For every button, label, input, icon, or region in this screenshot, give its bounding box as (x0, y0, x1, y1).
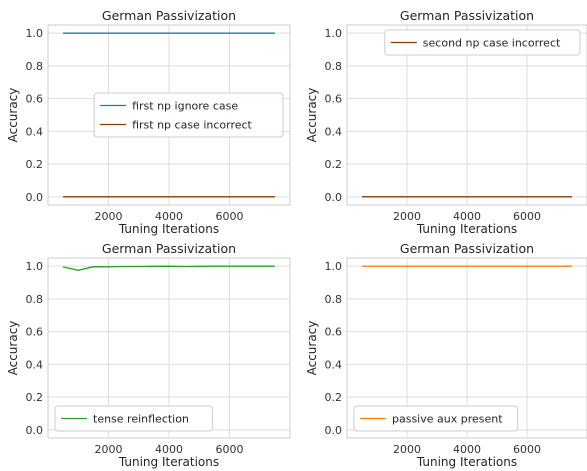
y-tick-label: 0.0 (26, 191, 44, 204)
x-axis-label: Tuning Iterations (416, 222, 517, 236)
y-tick-label: 1.0 (26, 27, 44, 40)
y-tick-label: 0.2 (325, 158, 343, 171)
legend: first np ignore case first np case incorr… (93, 92, 284, 138)
series-line-1 (62, 265, 275, 271)
subplot-1: 2000 4000 6000 0.0 0.2 0.4 0.6 0.8 1.0 German Pas… (6, 8, 291, 236)
subplot-4: 2000 4000 6000 0.0 0.2 0.4 0.6 0.8 1.0 German Pas… (305, 241, 587, 469)
chart-title: German Passivization (400, 8, 534, 23)
y-tick-label: 0.2 (26, 158, 44, 171)
legend-entry: first np ignore case (132, 100, 238, 113)
x-axis-label: Tuning Iterations (118, 222, 219, 236)
legend-entry: tense reinflection (93, 413, 189, 426)
y-tick-label: 0.4 (325, 125, 343, 138)
chart-title: German Passivization (102, 241, 236, 256)
x-axis-label: Tuning Iterations (416, 455, 517, 469)
y-axis-label: Accuracy (305, 88, 319, 143)
legend: passive aux present (353, 405, 519, 432)
legend-box (54, 405, 213, 432)
y-tick-label: 0.4 (325, 358, 343, 371)
legend-box (353, 405, 519, 432)
y-tick-label: 0.6 (325, 326, 343, 339)
legend-box (93, 92, 284, 138)
y-tick-label: 0.6 (325, 93, 343, 106)
y-tick-label: 0.4 (26, 358, 44, 371)
y-axis-label: Accuracy (305, 321, 319, 376)
legend-box (384, 29, 581, 56)
y-tick-label: 1.0 (325, 260, 343, 273)
chart-title: German Passivization (400, 241, 534, 256)
y-tick-label: 0.0 (325, 191, 343, 204)
axes-frame (346, 257, 587, 439)
x-axis-label: Tuning Iterations (118, 455, 219, 469)
y-tick-label: 0.8 (26, 293, 44, 306)
y-tick-label: 0.6 (26, 93, 44, 106)
axes-frame (346, 24, 587, 206)
legend-entry: second np case incorrect (423, 37, 561, 50)
chart-title: German Passivization (102, 8, 236, 23)
y-tick-label: 0.0 (26, 424, 44, 437)
y-tick-label: 0.8 (325, 60, 343, 73)
axes-frame (47, 257, 291, 439)
x-tick-label: 4000 (155, 210, 183, 223)
y-tick-label: 0.2 (26, 391, 44, 404)
axes-frame (47, 24, 291, 206)
y-tick-label: 0.2 (325, 391, 343, 404)
y-tick-label: 0.8 (26, 60, 44, 73)
x-tick-label: 4000 (453, 443, 481, 456)
y-axis-label: Accuracy (6, 321, 20, 376)
x-tick-label: 6000 (513, 210, 541, 223)
x-tick-label: 6000 (513, 443, 541, 456)
y-tick-label: 0.8 (325, 293, 343, 306)
x-tick-label: 2000 (393, 210, 421, 223)
legend: tense reinflection (54, 405, 213, 432)
y-tick-label: 1.0 (26, 260, 44, 273)
x-tick-label: 2000 (95, 210, 123, 223)
x-tick-label: 2000 (393, 443, 421, 456)
x-tick-label: 4000 (453, 210, 481, 223)
y-tick-label: 0.0 (325, 424, 343, 437)
y-tick-label: 0.4 (26, 125, 44, 138)
y-tick-label: 0.6 (26, 326, 44, 339)
x-tick-label: 6000 (216, 210, 244, 223)
legend: second np case incorrect (384, 29, 581, 56)
subplot-2: 2000 4000 6000 0.0 0.2 0.4 0.6 0.8 1.0 German Pas… (305, 8, 587, 236)
y-axis-label: Accuracy (6, 88, 20, 143)
x-tick-label: 2000 (95, 443, 123, 456)
subplot-3: 2000 4000 6000 0.0 0.2 0.4 0.6 0.8 1.0 German Pas… (6, 241, 291, 469)
x-tick-label: 4000 (155, 443, 183, 456)
legend-entry: first np case incorrect (132, 119, 252, 132)
y-tick-label: 1.0 (325, 27, 343, 40)
legend-entry: passive aux present (392, 413, 503, 426)
x-tick-label: 6000 (216, 443, 244, 456)
